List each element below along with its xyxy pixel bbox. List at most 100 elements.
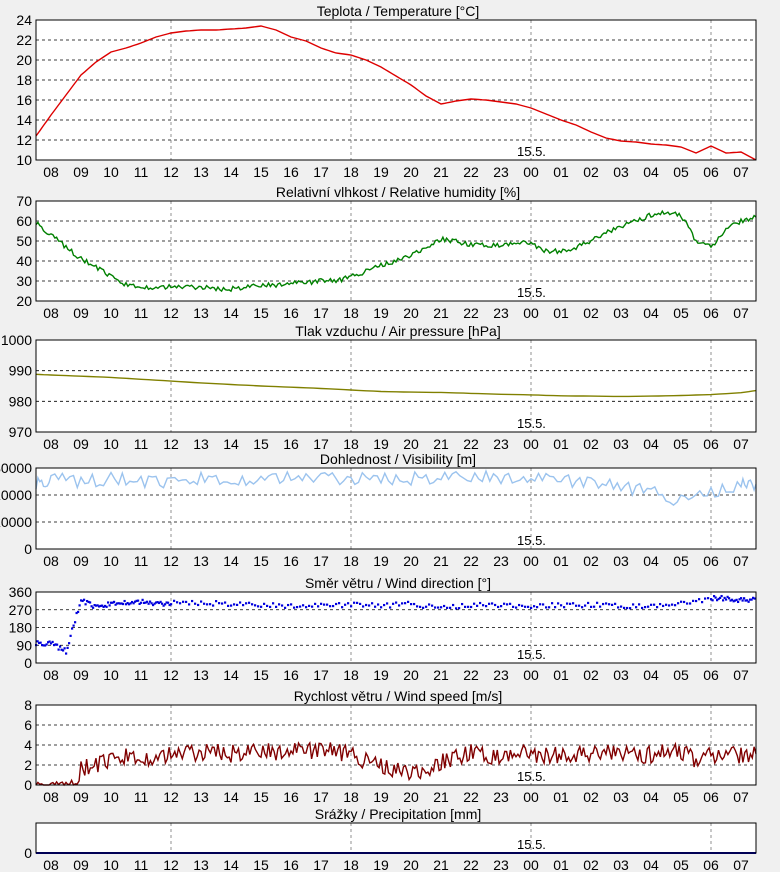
y-tick-label: 30 [16, 273, 32, 289]
data-point [257, 605, 260, 608]
y-tick-label: 180 [9, 620, 33, 636]
data-point [578, 604, 581, 607]
y-tick-label: 18 [16, 72, 32, 88]
x-tick-label: 16 [283, 789, 299, 805]
data-point [566, 602, 569, 605]
data-point [671, 603, 674, 606]
data-point [135, 599, 138, 602]
x-tick-label: 22 [463, 667, 479, 683]
data-point [698, 598, 701, 601]
x-tick-label: 17 [313, 164, 329, 180]
data-point [77, 610, 80, 614]
data-point [714, 596, 717, 599]
x-tick-label: 08 [43, 789, 59, 805]
data-point [563, 606, 566, 609]
data-point [290, 603, 293, 606]
y-tick-label: 270 [9, 602, 33, 618]
data-point [434, 606, 437, 609]
x-tick-label: 10 [103, 789, 119, 805]
data-point [536, 606, 539, 609]
data-point [723, 596, 726, 600]
y-tick-label: 20 [16, 52, 32, 68]
y-tick-label: 20000 [0, 487, 32, 503]
data-point [117, 602, 120, 605]
data-point [116, 602, 119, 605]
data-point [746, 599, 749, 602]
data-point [287, 603, 290, 607]
y-tick-label: 0 [24, 845, 32, 861]
data-point [296, 605, 299, 609]
x-tick-label: 10 [103, 857, 119, 872]
x-tick-label: 03 [613, 305, 629, 321]
x-tick-label: 15 [253, 553, 269, 569]
data-point [557, 602, 560, 605]
data-point [458, 607, 461, 610]
data-point [299, 605, 302, 608]
x-tick-label: 00 [523, 553, 539, 569]
data-point [365, 603, 368, 607]
x-tick-label: 18 [343, 305, 359, 321]
data-point [749, 598, 752, 601]
data-point [455, 607, 458, 610]
data-point [152, 603, 155, 607]
data-point [753, 597, 756, 600]
x-tick-label: 21 [433, 667, 449, 683]
y-tick-label: 4 [24, 737, 32, 753]
data-point [275, 605, 278, 608]
date-marker: 15.5. [517, 837, 546, 852]
data-point [464, 605, 467, 608]
data-point [371, 602, 374, 605]
data-point [518, 603, 521, 607]
data-point [104, 604, 107, 608]
data-point [386, 602, 389, 605]
data-point [359, 602, 362, 605]
x-tick-label: 04 [643, 789, 659, 805]
x-tick-label: 18 [343, 667, 359, 683]
data-point [744, 599, 747, 602]
data-point [482, 604, 485, 607]
data-point [731, 598, 734, 601]
x-tick-label: 11 [134, 436, 149, 452]
data-point [515, 606, 518, 609]
data-point [293, 606, 296, 609]
data-point [383, 603, 386, 607]
data-point [119, 602, 122, 605]
data-point [233, 603, 236, 606]
x-tick-label: 13 [193, 553, 209, 569]
plot-area [36, 823, 756, 853]
x-tick-label: 17 [313, 857, 329, 872]
x-tick-label: 19 [373, 667, 389, 683]
data-point [614, 602, 617, 605]
y-tick-label: 16 [16, 92, 32, 108]
x-tick-label: 00 [523, 857, 539, 872]
x-tick-label: 23 [493, 667, 509, 683]
x-tick-label: 04 [643, 857, 659, 872]
x-tick-label: 00 [523, 164, 539, 180]
data-point [197, 603, 200, 607]
data-point [129, 602, 132, 605]
x-tick-label: 20 [403, 789, 419, 805]
data-point [587, 601, 590, 605]
x-tick-label: 03 [613, 164, 629, 180]
x-tick-label: 09 [73, 667, 89, 683]
x-tick-label: 04 [643, 553, 659, 569]
data-point [110, 601, 113, 604]
data-point [431, 604, 434, 607]
data-point [114, 603, 117, 606]
data-point [650, 603, 653, 606]
data-point [380, 606, 383, 609]
plot-frame [35, 822, 757, 854]
data-point [726, 595, 729, 598]
date-marker: 15.5. [517, 533, 546, 548]
y-tick-label: 20 [16, 293, 32, 309]
data-point [272, 602, 275, 605]
data-point [179, 602, 182, 605]
x-tick-label: 12 [163, 553, 179, 569]
data-point [668, 604, 671, 607]
data-point [320, 602, 323, 605]
x-tick-label: 22 [463, 553, 479, 569]
data-point [146, 600, 149, 603]
x-tick-label: 19 [373, 436, 389, 452]
